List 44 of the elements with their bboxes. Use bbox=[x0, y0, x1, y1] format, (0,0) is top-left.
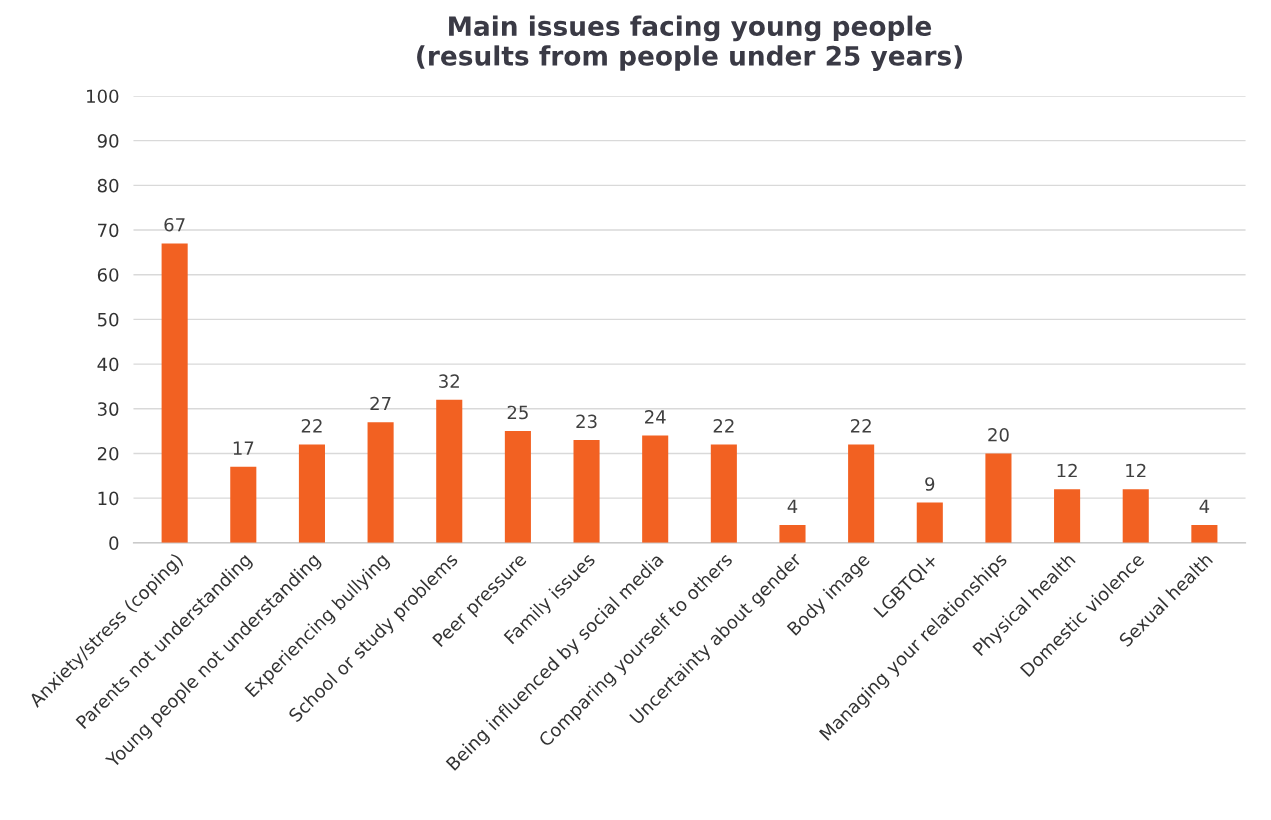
y-tick-label: 30 bbox=[97, 402, 119, 416]
data-label: 4 bbox=[787, 499, 798, 513]
bar bbox=[298, 444, 325, 543]
bar bbox=[1054, 489, 1081, 543]
y-tick-label: 40 bbox=[97, 357, 119, 372]
data-label: 27 bbox=[370, 396, 391, 411]
data-label: 25 bbox=[507, 405, 528, 420]
bar bbox=[710, 444, 737, 543]
data-label: 20 bbox=[988, 427, 1009, 442]
y-tick-label: 70 bbox=[98, 223, 119, 238]
data-label: 24 bbox=[645, 410, 666, 424]
bar bbox=[642, 435, 669, 543]
bar bbox=[161, 243, 188, 543]
bar bbox=[573, 440, 600, 543]
data-label: 22 bbox=[301, 419, 322, 433]
y-tick-label: 60 bbox=[97, 268, 119, 282]
chart-title: Main issues facing young people (results from people under 25 years) bbox=[417, 15, 962, 72]
bar bbox=[504, 431, 531, 543]
data-label: 12 bbox=[1126, 463, 1146, 478]
bar bbox=[985, 453, 1012, 543]
y-tick-label: 90 bbox=[97, 134, 119, 148]
data-label: 23 bbox=[576, 414, 597, 429]
data-label: 32 bbox=[439, 374, 459, 388]
y-tick-label: 0 bbox=[109, 536, 119, 550]
y-tick-label: 20 bbox=[97, 446, 119, 461]
data-label: 67 bbox=[164, 217, 185, 232]
bar bbox=[436, 399, 463, 543]
y-tick-label: 100 bbox=[87, 89, 119, 104]
data-label: 9 bbox=[925, 477, 935, 491]
y-tick-label: 80 bbox=[97, 178, 119, 193]
y-tick-label: 10 bbox=[98, 491, 119, 506]
data-label: 22 bbox=[713, 419, 734, 433]
data-label: 4 bbox=[1199, 499, 1210, 513]
data-label: 17 bbox=[233, 441, 254, 455]
data-label: 22 bbox=[850, 419, 871, 433]
bar bbox=[367, 422, 394, 543]
y-tick-label: 50 bbox=[97, 312, 119, 327]
bar bbox=[1191, 524, 1218, 543]
bar bbox=[916, 502, 943, 543]
bar bbox=[1122, 489, 1149, 543]
bar bbox=[779, 524, 806, 543]
data-label: 12 bbox=[1057, 463, 1077, 478]
bar bbox=[230, 466, 257, 543]
bar bbox=[848, 444, 875, 543]
